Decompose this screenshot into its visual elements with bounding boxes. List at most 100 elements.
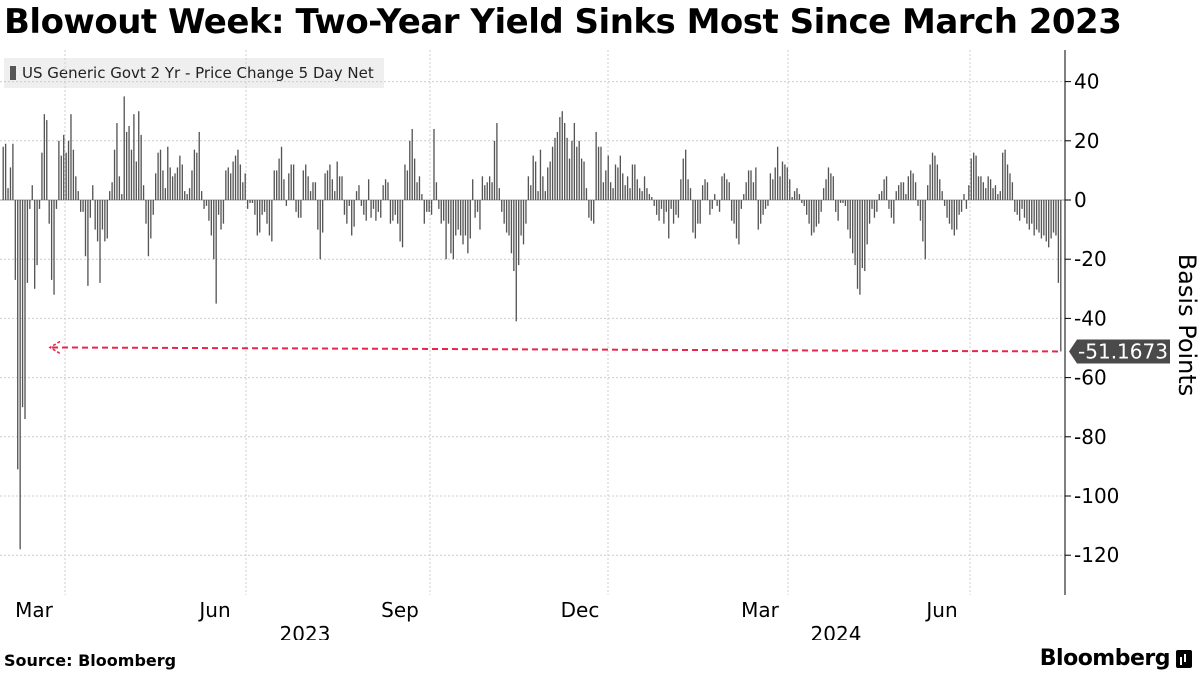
bar	[31, 185, 33, 200]
bar	[428, 200, 430, 212]
bar	[341, 176, 343, 200]
bar	[459, 200, 462, 236]
bar	[648, 194, 651, 200]
y-tick-label: 40	[1074, 70, 1099, 94]
y-tick-label: -80	[1074, 425, 1107, 449]
bar	[629, 188, 631, 200]
bar	[776, 146, 779, 200]
bar	[351, 200, 353, 236]
callout-value: -51.1673	[1078, 339, 1168, 363]
bar	[634, 164, 636, 200]
bar	[735, 200, 738, 239]
bar	[806, 200, 808, 215]
bar	[866, 200, 868, 245]
callout-box	[1069, 339, 1170, 364]
bar	[975, 155, 977, 200]
bar	[1031, 200, 1033, 224]
bar	[493, 140, 496, 200]
bar	[462, 200, 464, 245]
bar	[544, 191, 546, 200]
bar	[699, 200, 701, 224]
bar	[338, 176, 341, 200]
bar	[29, 200, 31, 209]
bar	[939, 179, 941, 200]
bar	[256, 200, 258, 236]
bar	[360, 200, 363, 206]
bar	[227, 167, 229, 200]
bar	[784, 164, 786, 200]
bar	[92, 185, 94, 200]
bar	[827, 167, 830, 200]
bar	[505, 200, 508, 233]
bar	[435, 182, 438, 200]
bar	[355, 191, 358, 200]
bar	[486, 182, 488, 200]
bar-chart: -51.1673 40 20 0 -20 -40 -60 -80 -100 -120 Mar Ju…	[0, 50, 1200, 640]
bar	[769, 173, 772, 200]
bar	[479, 200, 481, 230]
bar	[677, 200, 680, 218]
bar	[89, 200, 91, 218]
bar	[43, 114, 46, 200]
bar	[709, 200, 711, 215]
bar	[96, 200, 99, 242]
bar	[307, 176, 309, 200]
bar	[554, 137, 556, 200]
bar	[881, 191, 883, 200]
bar	[77, 191, 79, 200]
bar	[924, 200, 926, 260]
bar	[455, 200, 457, 236]
bar	[305, 164, 307, 200]
bar	[997, 194, 999, 200]
bar	[900, 182, 902, 200]
bar	[600, 146, 602, 200]
reference-dashed-line	[51, 346, 1061, 353]
bar	[58, 140, 60, 200]
bar	[440, 200, 442, 224]
bar	[992, 188, 994, 200]
bar	[266, 200, 268, 224]
bar	[501, 200, 503, 212]
bar	[232, 161, 234, 200]
bar	[711, 200, 713, 209]
bar	[116, 123, 118, 200]
bar	[559, 117, 561, 200]
bar	[399, 200, 401, 242]
bar	[868, 200, 871, 224]
bar	[835, 200, 837, 212]
bar	[418, 176, 421, 200]
bar	[994, 185, 997, 200]
bar	[1040, 200, 1043, 239]
bar	[534, 161, 537, 200]
bar	[457, 200, 459, 230]
bar	[263, 200, 266, 212]
bar	[401, 200, 404, 248]
bar	[322, 200, 324, 233]
bar	[687, 179, 689, 200]
bar	[336, 161, 338, 200]
bar	[1050, 200, 1052, 239]
bar	[26, 200, 29, 283]
bloomberg-logo: Bloomberg	[1040, 646, 1192, 671]
bar	[571, 140, 573, 200]
bar	[931, 152, 934, 200]
bar	[641, 191, 643, 200]
legend-swatch-icon	[10, 66, 16, 80]
bar	[602, 182, 605, 200]
bar	[893, 200, 895, 224]
bar	[706, 182, 709, 200]
bar	[152, 200, 154, 215]
bar	[655, 200, 658, 215]
bar	[965, 200, 968, 209]
bar	[670, 200, 672, 209]
bar	[958, 200, 960, 215]
bar	[302, 170, 304, 200]
y-tick-label: 20	[1074, 129, 1099, 153]
bar	[38, 200, 41, 209]
bar	[781, 161, 784, 200]
bar	[138, 111, 140, 200]
bar	[757, 200, 759, 230]
bar	[464, 200, 467, 236]
bar	[716, 200, 718, 206]
bar	[1060, 200, 1062, 352]
